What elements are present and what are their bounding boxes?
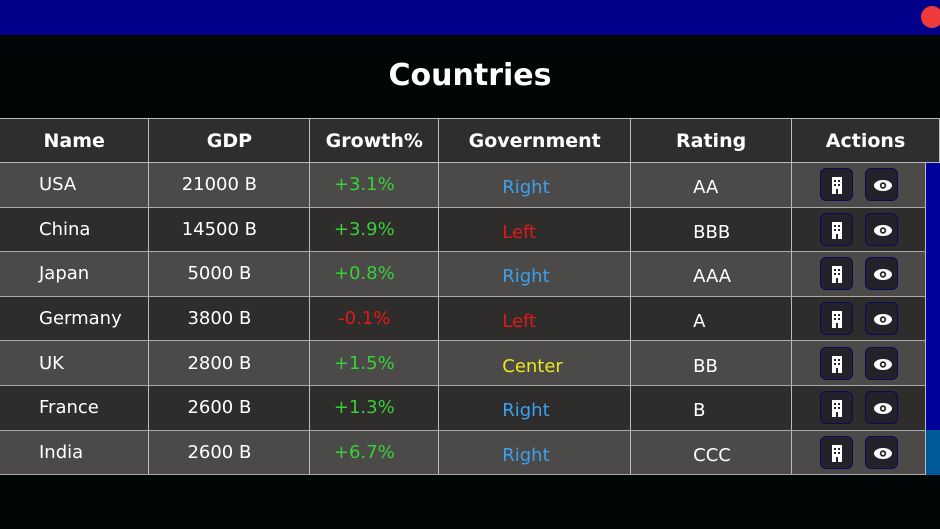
gdp-value: 5000 B: [148, 251, 311, 297]
countries-table: Name GDP Growth% Government Rating Actions US…: [0, 118, 940, 476]
gdp-value: 3800 B: [148, 296, 311, 342]
view-button[interactable]: [864, 391, 898, 425]
rating-value: BB: [630, 340, 793, 386]
growth-value: +3.1%: [309, 162, 440, 208]
building-button[interactable]: [819, 302, 853, 336]
table-row[interactable]: France 2600 B +1.3% Right B: [0, 385, 940, 431]
building-button[interactable]: [819, 257, 853, 291]
scrollbar-track[interactable]: [925, 340, 940, 386]
actions-cell: [791, 296, 926, 342]
view-button[interactable]: [864, 212, 898, 246]
government-value: Left: [438, 207, 632, 253]
government-value: Right: [438, 430, 632, 476]
table-row[interactable]: Japan 5000 B +0.8% Right AAA: [0, 251, 940, 297]
table-row[interactable]: India 2600 B +6.7% Right CCC: [0, 430, 940, 476]
actions-cell: [791, 385, 926, 431]
growth-value: +1.3%: [309, 385, 440, 431]
country-name: China: [0, 207, 150, 253]
rating-value: BBB: [630, 207, 793, 253]
view-button[interactable]: [864, 257, 898, 291]
scrollbar-track[interactable]: [925, 296, 940, 341]
growth-value: -0.1%: [309, 296, 440, 342]
view-button[interactable]: [864, 435, 898, 469]
table-row[interactable]: China 14500 B +3.9% Left BBB: [0, 207, 940, 253]
column-header[interactable]: Rating: [630, 118, 793, 163]
gdp-value: 21000 B: [148, 162, 311, 208]
scrollbar-track[interactable]: [925, 251, 940, 297]
growth-value: +3.9%: [309, 207, 440, 253]
table-row[interactable]: UK 2800 B +1.5% Center BB: [0, 340, 940, 386]
actions-cell: [791, 340, 926, 386]
scrollbar-track[interactable]: [925, 162, 940, 208]
government-value: Right: [438, 162, 632, 208]
close-dot-icon[interactable]: [921, 6, 940, 28]
rating-value: A: [630, 296, 793, 342]
top-bar: [0, 0, 940, 35]
government-value: Right: [438, 385, 632, 431]
gdp-value: 2800 B: [148, 340, 311, 386]
view-button[interactable]: [864, 346, 898, 380]
actions-cell: [791, 162, 926, 208]
government-value: Right: [438, 251, 632, 297]
building-button[interactable]: [819, 391, 853, 425]
actions-cell: [791, 430, 926, 476]
country-name: Japan: [0, 251, 150, 297]
gdp-value: 14500 B: [148, 207, 311, 253]
scrollbar-track[interactable]: [925, 385, 940, 431]
actions-cell: [791, 251, 926, 297]
building-button[interactable]: [819, 212, 853, 246]
government-value: Center: [438, 340, 632, 386]
table-row[interactable]: Germany 3800 B -0.1% Left A: [0, 296, 940, 342]
view-button[interactable]: [864, 302, 898, 336]
gdp-value: 2600 B: [148, 385, 311, 431]
gdp-value: 2600 B: [148, 430, 311, 476]
building-button[interactable]: [819, 346, 853, 380]
scrollbar-track[interactable]: [925, 207, 940, 252]
building-button[interactable]: [819, 435, 853, 469]
rating-value: AA: [630, 162, 793, 208]
rating-value: B: [630, 385, 793, 431]
government-value: Left: [438, 296, 632, 342]
column-header[interactable]: Growth%: [309, 118, 440, 163]
rating-value: AAA: [630, 251, 793, 297]
column-header[interactable]: Actions: [791, 118, 940, 163]
growth-value: +0.8%: [309, 251, 440, 297]
page-title: Countries: [388, 58, 552, 93]
country-name: Germany: [0, 296, 150, 342]
growth-value: +1.5%: [309, 340, 440, 386]
country-name: India: [0, 430, 150, 476]
column-header[interactable]: Name: [0, 118, 150, 163]
view-button[interactable]: [864, 168, 898, 202]
actions-cell: [791, 207, 926, 253]
column-header[interactable]: Government: [438, 118, 632, 163]
country-name: UK: [0, 340, 150, 386]
growth-value: +6.7%: [309, 430, 440, 476]
building-button[interactable]: [819, 168, 853, 202]
country-name: USA: [0, 162, 150, 208]
scrollbar-thumb[interactable]: [925, 430, 940, 475]
column-header[interactable]: GDP: [148, 118, 311, 163]
rating-value: CCC: [630, 430, 793, 476]
table-row[interactable]: USA 21000 B +3.1% Right AA: [0, 162, 940, 208]
country-name: France: [0, 385, 150, 431]
